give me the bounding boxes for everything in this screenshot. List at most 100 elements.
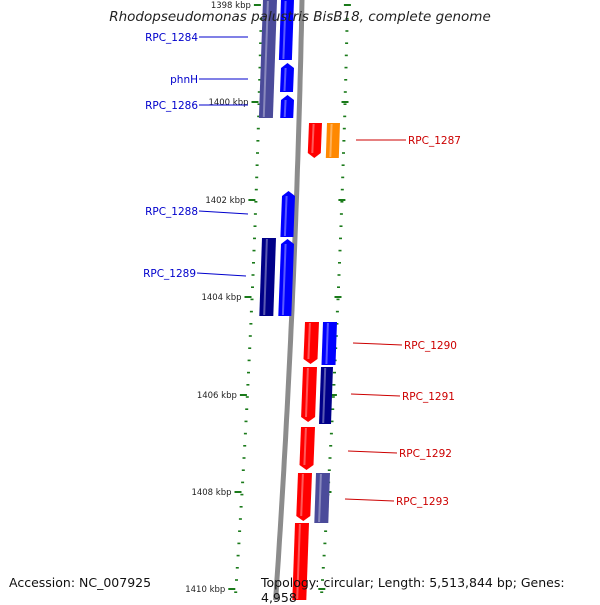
gene-rpc-1289-navy[interactable] xyxy=(259,238,276,316)
tick xyxy=(245,408,249,410)
accession-text: Accession: NC_007925 xyxy=(9,575,152,590)
tick xyxy=(331,408,335,410)
tick xyxy=(335,310,339,313)
leader-line-rpc-1292 xyxy=(347,450,398,454)
tick xyxy=(343,115,347,118)
tick xyxy=(343,103,347,105)
scale-label: 1410 kbp xyxy=(185,585,225,595)
gene-rpc-1290-shine xyxy=(307,322,311,360)
tick xyxy=(257,115,261,118)
gene-phnh[interactable] xyxy=(280,63,294,92)
gene-rpc-1293-shine xyxy=(300,473,304,517)
tick xyxy=(337,274,341,276)
tick xyxy=(321,567,325,569)
gene-rpc-1284-slate[interactable] xyxy=(258,0,277,118)
gene-rpc-1287-orange-shine xyxy=(329,123,333,158)
leader-line-rpc-1291 xyxy=(350,393,401,397)
scale-label: 1408 kbp xyxy=(191,488,231,498)
tick xyxy=(234,591,238,593)
gene-rpc-1291[interactable] xyxy=(301,367,317,422)
topology-text: Topology: circular; Length: 5,513,844 bp… xyxy=(261,575,565,605)
tick xyxy=(253,225,257,227)
gene-label-rpc-1289[interactable]: RPC_1289 xyxy=(143,268,196,280)
tick xyxy=(244,420,248,423)
tick xyxy=(341,164,345,166)
major-tick xyxy=(244,296,252,298)
tick xyxy=(259,30,263,32)
gene-rpc-1292[interactable] xyxy=(299,427,316,470)
leader-line-rpc-1290 xyxy=(352,342,403,346)
tick xyxy=(338,262,341,264)
tick xyxy=(343,91,347,93)
gene-label-rpc-1290[interactable]: RPC_1290 xyxy=(404,340,457,352)
gene-rpc-1289-navy-shine xyxy=(263,238,268,316)
major-tick xyxy=(234,491,242,493)
gene-rpc-1291-shine xyxy=(305,367,309,418)
gene-rpc-1287-orange[interactable] xyxy=(325,123,340,158)
tick xyxy=(252,262,255,264)
tick xyxy=(253,237,256,240)
gene-rpc-1288[interactable] xyxy=(280,191,295,237)
tick xyxy=(329,432,333,435)
major-tick xyxy=(329,394,337,396)
tick xyxy=(239,506,243,508)
tick xyxy=(249,323,253,325)
leader-line-rpc-1289 xyxy=(196,272,247,277)
tick xyxy=(255,164,259,166)
genome-backbone xyxy=(273,0,305,600)
gene-rpc-1293-slate[interactable] xyxy=(314,473,330,523)
gene-rpc-1293-slate-shine xyxy=(318,473,322,523)
tick xyxy=(345,30,349,32)
gene-rpc-1284[interactable] xyxy=(278,0,294,60)
tick xyxy=(340,188,344,191)
gene-label-rpc-1293[interactable]: RPC_1293 xyxy=(396,496,449,508)
gene-rpc-1289[interactable] xyxy=(278,239,294,316)
gene-label-rpc-1287[interactable]: RPC_1287 xyxy=(408,135,461,147)
tick xyxy=(336,298,340,301)
tick xyxy=(251,274,255,276)
gene-rpc-1292-shine xyxy=(303,427,307,466)
scale-label: 1404 kbp xyxy=(201,293,241,303)
tick xyxy=(256,152,259,154)
tick xyxy=(247,371,250,374)
gene-label-rpc-1291[interactable]: RPC_1291 xyxy=(402,391,455,403)
tick xyxy=(238,530,242,532)
major-tick xyxy=(318,588,326,590)
tick xyxy=(250,298,254,301)
gene-label-rpc-1286[interactable]: RPC_1286 xyxy=(145,100,198,112)
gene-tail[interactable] xyxy=(292,523,309,600)
tick xyxy=(255,176,259,179)
gene-label-phnh[interactable]: phnH xyxy=(170,74,198,86)
gene-label-rpc-1292[interactable]: RPC_1292 xyxy=(399,448,452,460)
tick xyxy=(240,493,244,496)
tick xyxy=(340,201,344,203)
gene-rpc-1286[interactable] xyxy=(280,95,294,118)
tick xyxy=(258,66,262,69)
gene-tail-shine xyxy=(296,523,301,600)
gene-rpc-1290[interactable] xyxy=(303,322,320,364)
tick xyxy=(329,445,333,447)
gene-features xyxy=(258,0,340,600)
tick xyxy=(337,286,340,288)
tick xyxy=(245,396,249,398)
tick xyxy=(324,530,328,532)
major-tick xyxy=(253,4,261,6)
tick xyxy=(344,79,348,81)
gene-label-rpc-1284[interactable]: RPC_1284 xyxy=(145,32,198,44)
gene-labels[interactable]: RPC_1284 phnH RPC_1286 RPC_1287 RPC_1288 RPC_… xyxy=(143,32,461,508)
scale-label: 1402 kbp xyxy=(205,196,245,206)
map-title: Rhodopseudomonas palustris BisB18, compl… xyxy=(109,9,491,25)
gene-rpc-1287[interactable] xyxy=(307,123,322,158)
gene-rpc-1290-blue[interactable] xyxy=(321,322,338,365)
gene-label-rpc-1288[interactable]: RPC_1288 xyxy=(145,206,198,218)
tick xyxy=(241,481,245,484)
gene-rpc-1289-shine xyxy=(281,243,287,316)
gene-rpc-1293[interactable] xyxy=(296,473,312,521)
leader-line-rpc-1288 xyxy=(198,210,249,215)
tick xyxy=(331,396,335,398)
tick xyxy=(243,445,247,447)
gene-rpc-1291-navy[interactable] xyxy=(319,367,333,424)
tick xyxy=(235,567,239,569)
major-tick xyxy=(248,199,256,201)
tick xyxy=(247,359,251,362)
